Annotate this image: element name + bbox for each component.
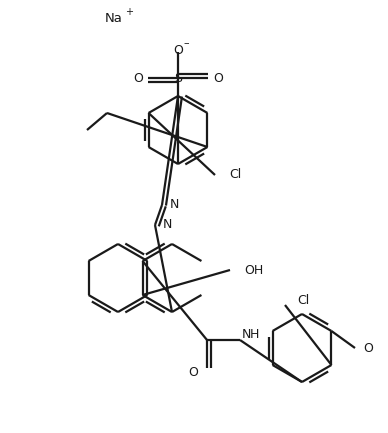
Text: Cl: Cl <box>297 294 309 307</box>
Text: +: + <box>125 7 133 17</box>
Text: Na: Na <box>105 12 123 25</box>
Text: O: O <box>188 365 198 378</box>
Text: N: N <box>163 219 172 232</box>
Text: S: S <box>174 71 182 84</box>
Text: N: N <box>170 198 179 211</box>
Text: –: – <box>183 38 189 48</box>
Text: O: O <box>133 71 143 84</box>
Text: O: O <box>173 43 183 56</box>
Text: OH: OH <box>244 264 263 277</box>
Text: O: O <box>363 342 373 355</box>
Text: O: O <box>213 71 223 84</box>
Text: Cl: Cl <box>229 168 241 181</box>
Text: H: H <box>250 329 259 342</box>
Text: N: N <box>242 329 251 342</box>
